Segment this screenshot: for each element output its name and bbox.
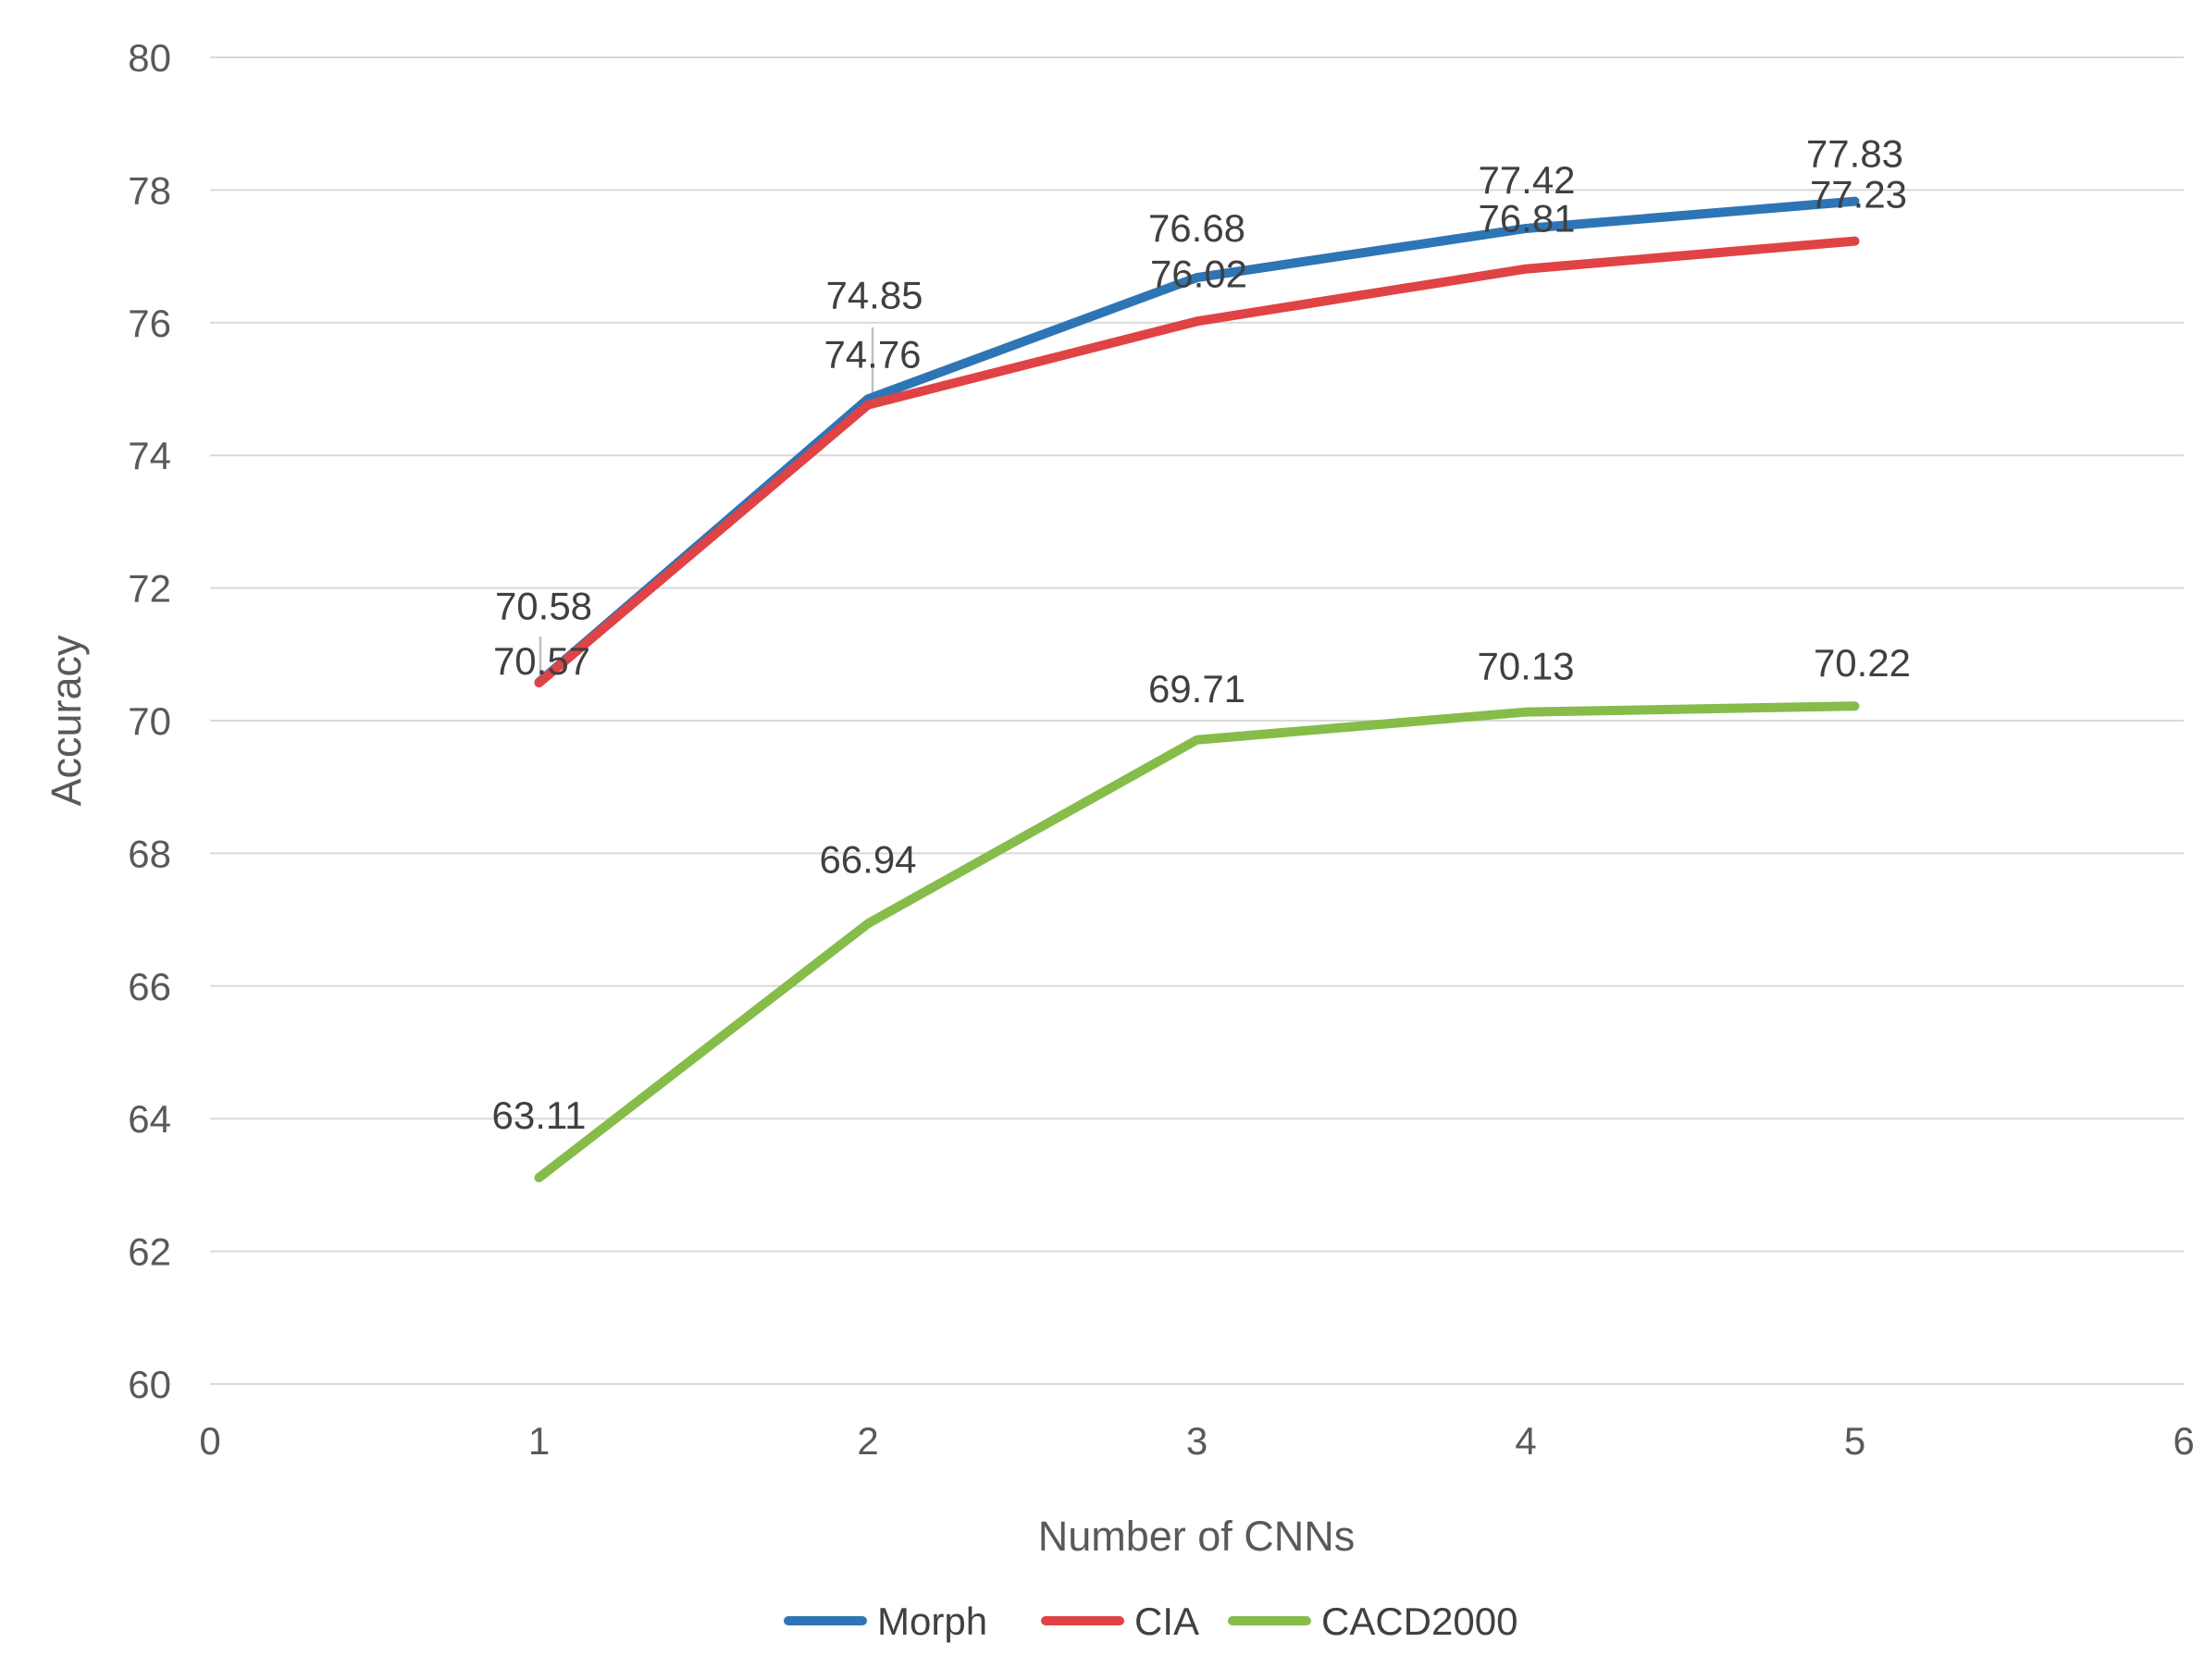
data-label-morph: 76.68 [1148, 206, 1245, 250]
data-label-cia: 70.57 [493, 639, 590, 683]
legend-item-cacd2000: CACD2000 [1228, 1600, 1517, 1643]
data-label-cacd2000: 63.11 [492, 1093, 587, 1137]
y-tick-label: 78 [128, 168, 171, 212]
legend-item-cia: CIA [1041, 1600, 1199, 1643]
x-tick-label: 5 [1844, 1419, 1865, 1463]
y-tick-label: 62 [128, 1230, 171, 1274]
legend: Morph CIA CACD2000 [784, 1600, 1517, 1643]
x-tick-label: 0 [199, 1419, 220, 1463]
data-label-leader-lines [539, 327, 874, 675]
legend-label: CIA [1134, 1600, 1199, 1643]
data-label-cia: 76.81 [1478, 197, 1575, 241]
y-tick-label: 74 [128, 434, 171, 477]
y-tick-label: 76 [128, 302, 171, 345]
y-axis-title: Accuracy [43, 635, 90, 807]
data-label-morph: 77.42 [1478, 158, 1575, 202]
y-tick-label: 80 [128, 36, 171, 80]
data-label-cia: 76.02 [1150, 252, 1247, 295]
data-label-cacd2000: 70.13 [1477, 645, 1574, 688]
x-axis-title: Number of CNNs [1038, 1513, 1356, 1560]
x-tick-label: 6 [2173, 1419, 2194, 1463]
series-line-cia [534, 236, 1860, 688]
y-tick-label: 64 [128, 1097, 171, 1141]
data-label-morph: 70.58 [495, 584, 592, 627]
data-label-cacd2000: 69.71 [1148, 667, 1245, 710]
x-axis-tick-labels: 0 1 2 3 4 5 6 [199, 1419, 2194, 1463]
x-tick-label: 4 [1515, 1419, 1536, 1463]
data-label-cacd2000: 70.22 [1814, 641, 1911, 685]
x-tick-label: 1 [528, 1419, 550, 1463]
y-axis-tick-labels: 60 62 64 66 68 70 72 74 76 78 80 [128, 36, 171, 1406]
y-tick-label: 70 [128, 699, 171, 743]
x-tick-label: 3 [1186, 1419, 1208, 1463]
data-label-cia: 77.23 [1810, 173, 1907, 216]
data-label-cacd2000: 66.94 [819, 837, 916, 881]
legend-label: CACD2000 [1321, 1600, 1517, 1643]
data-label-morph: 77.83 [1806, 132, 1903, 176]
y-tick-label: 68 [128, 832, 171, 875]
x-tick-label: 2 [857, 1419, 878, 1463]
data-labels: 70.58 74.85 76.68 77.42 77.83 70.57 74.76 76.02… [492, 132, 1912, 1137]
y-tick-label: 66 [128, 965, 171, 1008]
data-label-morph: 74.85 [825, 273, 923, 316]
data-label-cia: 74.76 [824, 333, 921, 377]
y-tick-label: 60 [128, 1363, 171, 1406]
series-lines [534, 196, 1860, 1183]
series-line-cacd2000 [534, 701, 1860, 1183]
legend-label: Morph [877, 1600, 987, 1643]
legend-item-morph: Morph [784, 1600, 987, 1643]
y-tick-label: 72 [128, 567, 171, 611]
